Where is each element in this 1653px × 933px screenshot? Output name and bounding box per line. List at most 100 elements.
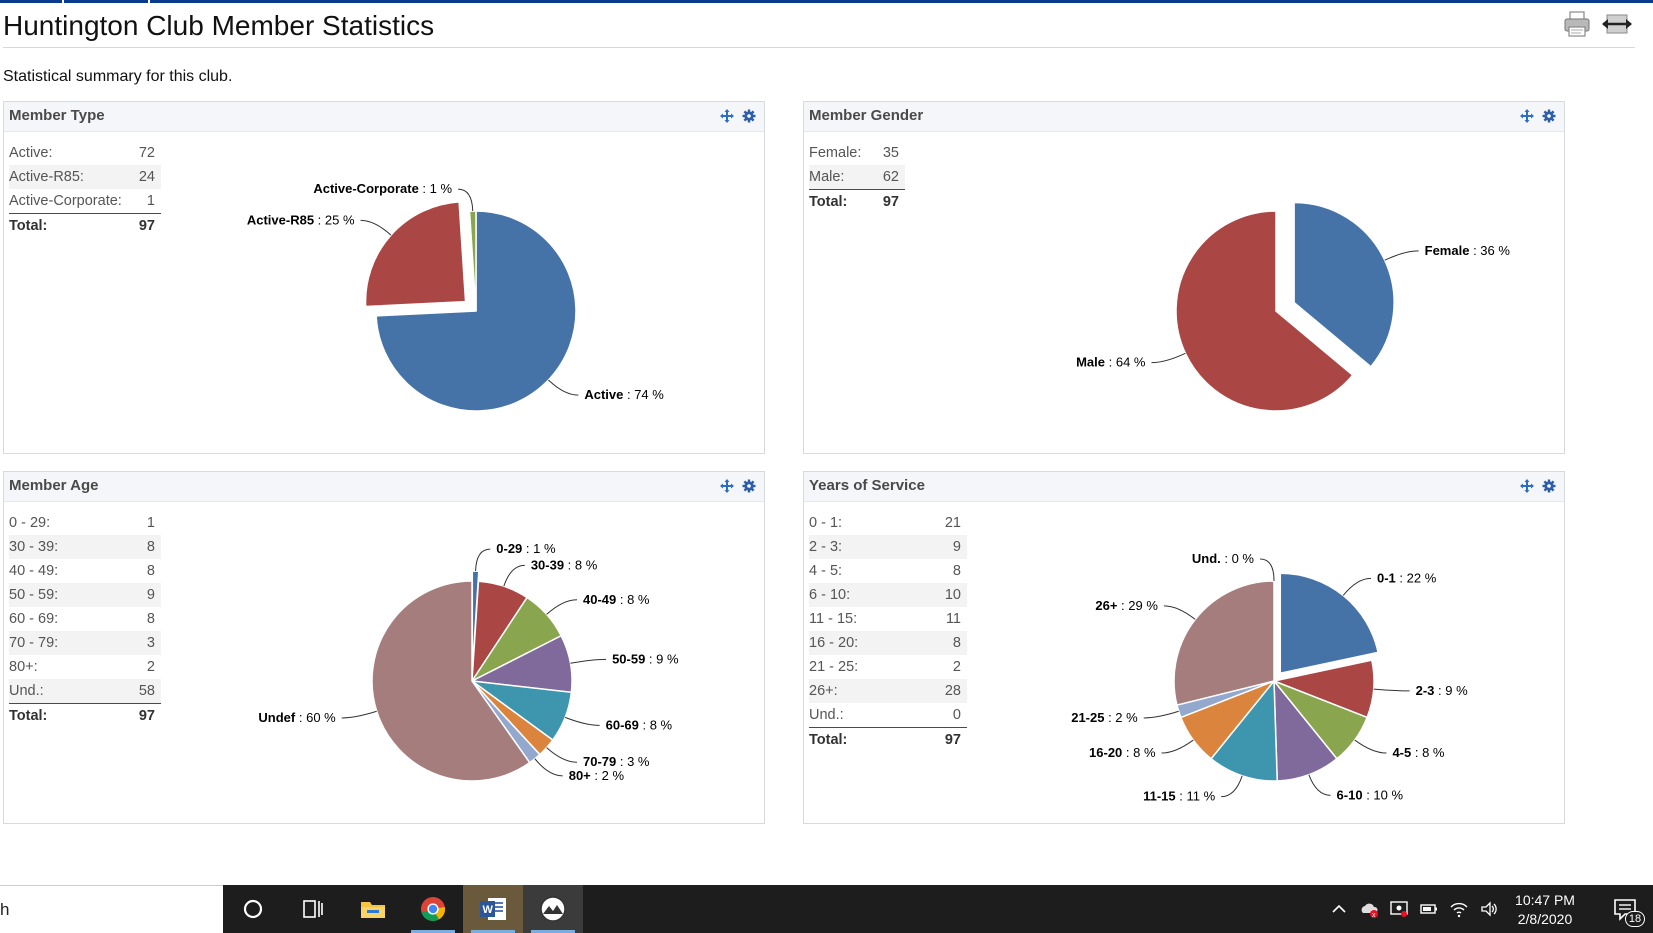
meet-now-icon[interactable] xyxy=(1389,899,1409,919)
row-value: 28 xyxy=(921,679,967,703)
data-label: 21-25 : 2 % xyxy=(1071,710,1138,725)
data-label: 70-79 : 3 % xyxy=(583,754,650,769)
club-app-button[interactable] xyxy=(523,885,583,933)
panel-header: Member Age xyxy=(4,472,764,502)
header-actions xyxy=(1561,8,1633,40)
windows-taskbar: h W x 10:47 PM 2/8/2020 18 xyxy=(0,885,1653,933)
label-connector xyxy=(458,188,474,212)
data-label: 60-69 : 8 % xyxy=(606,717,673,732)
pie-slice-26-[interactable] xyxy=(1173,580,1275,706)
page-title: Huntington Club Member Statistics xyxy=(3,10,435,41)
member-type-pie-chart: Active : 74 % Active-R85 : 25 % Active-Cor… xyxy=(247,181,664,412)
data-label: 11-15 : 11 % xyxy=(1143,789,1215,804)
system-tray: x xyxy=(1324,885,1504,933)
title-divider xyxy=(3,47,1635,48)
label-connector xyxy=(1161,739,1194,754)
row-label: Und.: xyxy=(9,679,118,704)
task-view-button[interactable] xyxy=(283,885,343,933)
svg-text:W: W xyxy=(483,904,494,916)
panel-title: Member Type xyxy=(9,107,105,124)
data-label: 80+ : 2 % xyxy=(569,768,625,783)
total-label: Total: xyxy=(809,727,922,752)
data-label: Active-R85 : 25 % xyxy=(247,212,355,227)
row-label: 21 - 25: xyxy=(809,659,859,675)
data-label: 0-29 : 1 % xyxy=(496,541,556,556)
move-icon[interactable] xyxy=(1520,109,1534,123)
cortana-button[interactable] xyxy=(223,885,283,933)
row-label: 4 - 5: xyxy=(809,563,843,579)
row-value: 8 xyxy=(921,631,967,655)
row-value: 0 xyxy=(952,707,961,723)
pie-slice-male[interactable] xyxy=(1175,210,1354,412)
total-value: 97 xyxy=(137,213,161,238)
data-label: 30-39 : 8 % xyxy=(531,557,598,572)
battery-icon[interactable] xyxy=(1419,899,1439,919)
settings-gear-icon[interactable] xyxy=(1542,109,1556,123)
taskbar-search-box[interactable]: h xyxy=(0,885,223,933)
settings-gear-icon[interactable] xyxy=(1542,479,1556,493)
row-value: 9 xyxy=(117,583,161,607)
move-icon[interactable] xyxy=(1520,479,1534,493)
move-icon[interactable] xyxy=(720,109,734,123)
chrome-icon xyxy=(421,897,446,922)
row-label: 26+: xyxy=(809,679,922,703)
label-connector xyxy=(503,564,525,587)
wifi-icon[interactable] xyxy=(1449,899,1469,919)
row-label: 0 - 29: xyxy=(9,515,51,531)
settings-gear-icon[interactable] xyxy=(742,479,756,493)
task-view-icon xyxy=(303,900,323,918)
file-explorer-button[interactable] xyxy=(343,885,403,933)
panel-header: Member Type xyxy=(4,102,764,132)
table-row: 70 - 79: 3 xyxy=(9,631,161,655)
row-label: 6 - 10: xyxy=(809,583,922,607)
onedrive-icon[interactable]: x xyxy=(1359,899,1379,919)
total-row: Total: 97 xyxy=(9,213,161,238)
expand-width-icon[interactable] xyxy=(1601,8,1633,40)
member-gender-panel: Member Gender Female: 35 Male: 62 Total: 97… xyxy=(803,101,1565,454)
move-icon[interactable] xyxy=(720,479,734,493)
label-connector xyxy=(564,716,600,726)
notification-count-badge: 18 xyxy=(1625,911,1645,927)
table-row: Female: 35 xyxy=(809,141,905,165)
row-value: 58 xyxy=(117,679,161,704)
volume-icon[interactable] xyxy=(1479,899,1499,919)
row-label: 16 - 20: xyxy=(809,631,922,655)
printer-icon[interactable] xyxy=(1561,8,1593,40)
label-connector xyxy=(1373,688,1410,692)
top-accent-bar xyxy=(0,0,1653,3)
pie-slice-0-1[interactable] xyxy=(1279,572,1379,675)
data-label: Active : 74 % xyxy=(584,387,664,402)
label-connector xyxy=(1143,710,1179,719)
row-label: 2 - 3: xyxy=(809,535,922,559)
row-value: 72 xyxy=(138,145,155,161)
row-label: 60 - 69: xyxy=(9,611,59,627)
pie-slice-active-r85[interactable] xyxy=(364,201,467,308)
panel-title: Member Age xyxy=(9,477,99,494)
member-type-table: Active: 72 Active-R85: 24 Active-Corporate… xyxy=(9,141,161,238)
row-label: Active-Corporate: xyxy=(9,193,122,209)
settings-gear-icon[interactable] xyxy=(742,109,756,123)
chevron-up-icon[interactable] xyxy=(1329,899,1349,919)
table-row: 0 - 1: 21 xyxy=(809,511,967,535)
label-connector xyxy=(534,758,563,777)
label-connector xyxy=(570,658,607,664)
pie-slice-active-corporate[interactable] xyxy=(468,210,477,312)
notification-center-icon[interactable] xyxy=(1611,895,1639,923)
clock-date: 2/8/2020 xyxy=(1517,911,1573,927)
table-row: 16 - 20: 8 xyxy=(809,631,967,655)
table-row: Und.: 58 xyxy=(9,679,161,704)
total-label: Total: xyxy=(809,189,879,214)
word-button[interactable]: W xyxy=(463,885,523,933)
chrome-button[interactable] xyxy=(403,885,463,933)
panel-header: Years of Service xyxy=(804,472,1564,502)
total-value: 97 xyxy=(921,727,967,752)
years-of-service-panel: Years of Service 0 - 1: 21 2 - 3: 9 4 - 5:… xyxy=(803,471,1565,824)
data-label: 40-49 : 8 % xyxy=(583,592,650,607)
member-age-panel: Member Age 0 - 29: 1 30 - 39: 8 40 - 49: 8 … xyxy=(3,471,765,824)
table-row: Male: 62 xyxy=(809,165,905,190)
row-label: 50 - 59: xyxy=(9,583,118,607)
svg-text:x: x xyxy=(1372,912,1376,919)
row-label: 11 - 15: xyxy=(809,611,858,627)
taskbar-clock[interactable]: 10:47 PM 2/8/2020 xyxy=(1503,891,1587,929)
pie-slice-11-15[interactable] xyxy=(1210,678,1279,782)
